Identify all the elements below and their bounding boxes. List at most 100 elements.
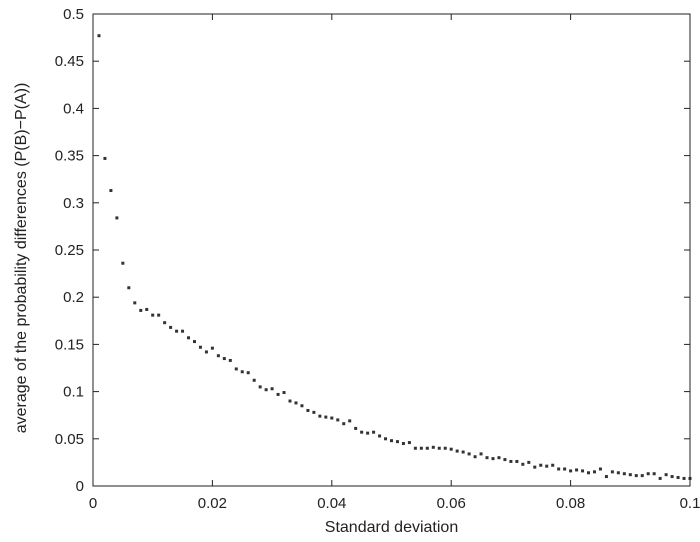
y-tick-label: 0.5 <box>63 6 84 23</box>
data-point <box>139 308 143 312</box>
data-point <box>378 434 382 438</box>
data-point <box>97 34 101 38</box>
data-point <box>503 458 507 462</box>
data-point <box>437 446 441 450</box>
data-point <box>497 456 501 460</box>
data-point <box>324 415 328 419</box>
data-point <box>419 446 423 450</box>
data-point <box>252 378 256 382</box>
data-point <box>634 474 638 478</box>
data-point <box>473 455 477 459</box>
data-point <box>407 441 411 445</box>
data-point <box>181 329 185 333</box>
data-point <box>455 449 459 453</box>
data-point <box>270 387 274 391</box>
y-tick-label: 0 <box>76 478 84 495</box>
data-point <box>204 350 208 354</box>
x-tick-label: 0.02 <box>198 495 227 512</box>
data-point <box>461 450 465 454</box>
data-point <box>509 459 513 463</box>
data-point <box>443 446 447 450</box>
y-axis-title: average of the probability differences (… <box>13 83 30 434</box>
y-tick-label: 0.05 <box>55 431 84 448</box>
data-point <box>210 346 214 350</box>
data-point <box>670 475 674 479</box>
data-point <box>192 340 196 344</box>
data-point <box>652 472 656 476</box>
data-point <box>258 385 262 389</box>
x-axis-title: Standard deviation <box>325 519 458 536</box>
x-tick-label: 0.08 <box>556 495 585 512</box>
data-point <box>485 456 489 460</box>
data-point <box>342 422 346 426</box>
y-tick-label: 0.4 <box>63 100 84 117</box>
y-tick-label: 0.45 <box>55 53 84 70</box>
data-point <box>610 470 614 474</box>
data-point <box>515 459 519 463</box>
x-tick-label: 0.1 <box>680 495 700 512</box>
data-point <box>384 437 388 441</box>
data-point <box>664 473 668 477</box>
data-point <box>622 472 626 476</box>
data-point <box>521 462 525 466</box>
data-point <box>449 447 453 451</box>
x-tick-label: 0.04 <box>317 495 346 512</box>
y-tick-label: 0.25 <box>55 242 84 259</box>
data-point <box>425 446 429 450</box>
data-point <box>169 325 173 329</box>
data-point <box>354 426 358 430</box>
data-point <box>306 408 310 412</box>
data-point <box>282 391 286 395</box>
data-point <box>109 189 113 193</box>
data-point <box>604 475 608 479</box>
data-point <box>145 307 149 311</box>
data-point <box>264 388 268 392</box>
data-point <box>431 445 435 449</box>
data-point <box>563 467 567 471</box>
data-point <box>646 472 650 476</box>
data-point <box>127 286 131 290</box>
data-point <box>133 301 137 305</box>
data-point <box>533 465 537 469</box>
plot-area-frame <box>92 13 691 487</box>
data-point <box>348 419 352 423</box>
data-point <box>288 399 292 403</box>
data-point <box>557 467 561 471</box>
data-point <box>366 431 370 435</box>
data-point <box>587 471 591 475</box>
data-point <box>467 452 471 456</box>
data-point <box>336 418 340 422</box>
data-point <box>372 430 376 434</box>
data-point <box>551 463 555 467</box>
data-point <box>228 358 232 362</box>
data-point <box>395 440 399 444</box>
data-point <box>103 156 107 160</box>
data-point <box>234 367 238 371</box>
data-point <box>581 469 585 473</box>
data-point <box>592 470 596 474</box>
data-point <box>527 460 531 464</box>
data-point <box>598 467 602 471</box>
data-point <box>151 313 155 317</box>
data-point <box>616 471 620 475</box>
data-point <box>330 416 334 420</box>
data-point <box>479 452 483 456</box>
data-point <box>658 476 662 480</box>
x-tick-label: 0 <box>89 495 97 512</box>
y-tick-label: 0.3 <box>63 195 84 212</box>
y-tick-label: 0.2 <box>63 289 84 306</box>
data-point <box>157 313 161 317</box>
data-points <box>97 34 692 480</box>
data-point <box>539 463 543 467</box>
data-point <box>628 473 632 477</box>
x-tick-label: 0.06 <box>437 495 466 512</box>
data-point <box>569 469 573 473</box>
data-point <box>318 414 322 418</box>
data-point <box>545 464 549 468</box>
data-point <box>246 371 250 375</box>
data-point <box>121 261 125 265</box>
data-point <box>187 336 191 340</box>
data-point <box>222 357 226 361</box>
